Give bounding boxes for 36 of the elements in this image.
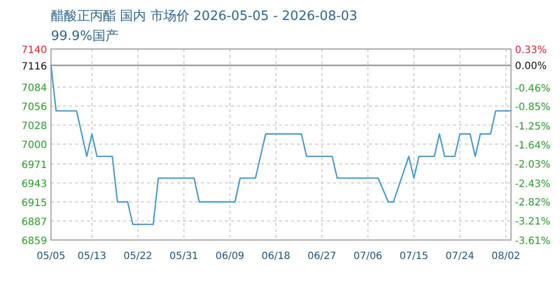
y-tick-label: 6971 — [22, 160, 47, 171]
y2-tick-label: -3.21% — [515, 216, 550, 228]
y-tick-label: 7140 — [22, 45, 47, 56]
y2-tick-label: -2.82% — [515, 198, 550, 209]
y-tick-label: 7084 — [22, 83, 47, 94]
line-series — [50, 64, 512, 226]
chart-title: 醋酸正丙酯 国内 市场价 2026-05-05 - 2026-08-03 — [51, 9, 358, 24]
y-tick-label: 6887 — [22, 216, 47, 228]
x-tick-label: 05/13 — [77, 251, 106, 262]
chart-subtitle: 99.9%国产 — [51, 29, 118, 44]
y2-tick-label: -1.25% — [515, 122, 550, 133]
x-tick-label: 05/22 — [123, 251, 152, 262]
y-tick-label: 7000 — [22, 140, 47, 152]
x-tick-label: 06/18 — [261, 251, 290, 262]
x-tick-label: 07/06 — [353, 251, 382, 262]
y-tick-label: 6915 — [22, 198, 47, 209]
y2-tick-label: 0.33% — [515, 45, 547, 56]
y-tick-label: 6859 — [22, 236, 47, 247]
y2-tick-label: -1.64% — [515, 140, 550, 152]
y2-tick-label: -2.43% — [515, 178, 550, 190]
x-tick-label: 06/27 — [307, 251, 336, 262]
y-tick-label: 7116 — [22, 61, 47, 72]
y-tick-label: 7056 — [22, 102, 47, 114]
y2-tick-label: -0.46% — [515, 83, 550, 94]
y2-tick-label: 0.00% — [515, 60, 547, 72]
x-tick-label: 05/31 — [169, 251, 198, 262]
y2-tick-label: -0.85% — [515, 102, 550, 114]
x-tick-label: 07/24 — [445, 251, 474, 262]
x-tick-label: 05/05 — [36, 251, 66, 262]
y-tick-label: 6943 — [22, 178, 47, 190]
x-tick-label: 08/02 — [491, 251, 520, 262]
x-tick-label: 07/15 — [399, 251, 428, 262]
x-tick-label: 06/09 — [215, 251, 244, 262]
y2-tick-label: -3.61% — [515, 236, 550, 247]
y-tick-label: 7028 — [22, 121, 47, 132]
y2-tick-label: -2.03% — [515, 159, 550, 170]
